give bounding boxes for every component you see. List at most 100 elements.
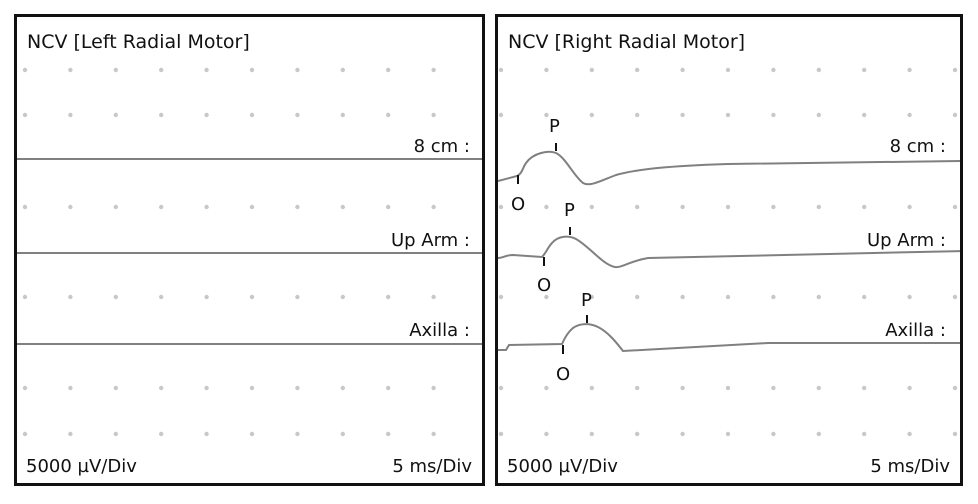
peak-label: P: [549, 116, 560, 137]
grid-dot: [68, 294, 73, 300]
grid-dot: [544, 385, 549, 391]
grid-dot: [159, 67, 164, 73]
grid-dot: [340, 294, 345, 300]
grid-dot: [771, 67, 776, 73]
sweep-label: 5 ms/Div: [870, 456, 950, 477]
trace-label-8cm: 8 cm :: [889, 136, 946, 157]
left-radial-motor-panel: NCV [Left Radial Motor] 8 cm : Up Arm : …: [14, 14, 485, 486]
grid-dot: [159, 112, 164, 118]
grid-dot: [204, 204, 209, 210]
grid-dot: [22, 431, 28, 437]
grid-dot: [159, 385, 164, 391]
grid-dot: [952, 294, 958, 300]
grid-dot: [498, 112, 504, 118]
grid-dot: [771, 385, 776, 391]
trace-label-axilla: Axilla :: [885, 320, 946, 341]
grid-dot: [816, 431, 821, 437]
grid-dot: [22, 67, 28, 73]
grid-dot: [113, 385, 119, 391]
grid-dot: [498, 385, 504, 391]
grid-dot: [431, 385, 436, 391]
trace-up-arm: [498, 235, 960, 269]
grid-dot: [635, 67, 640, 73]
grid-dot: [113, 431, 119, 437]
grid-dot: [862, 204, 867, 210]
grid-dot: [159, 431, 164, 437]
grid-dot: [589, 431, 594, 437]
grid-dot: [204, 431, 209, 437]
grid-dot: [771, 204, 776, 210]
grid-dot: [816, 67, 821, 73]
grid-dot: [725, 204, 731, 210]
grid-dot: [204, 385, 209, 391]
grid-dot: [725, 294, 731, 300]
grid-dot: [907, 294, 912, 300]
grid-dot: [907, 67, 912, 73]
grid-dot: [725, 67, 731, 73]
grid-dot: [249, 385, 255, 391]
grid-dot: [771, 294, 776, 300]
grid-dot: [544, 431, 549, 437]
onset-label: O: [537, 275, 552, 296]
grid-dot: [635, 112, 640, 118]
grid-dot: [340, 204, 345, 210]
grid-dot: [431, 112, 436, 118]
panel-title: NCV [Right Radial Motor]: [508, 31, 746, 53]
grid-dot: [771, 112, 776, 118]
grid-dot: [498, 204, 504, 210]
grid-dot: [386, 67, 391, 73]
trace-8cm: [498, 150, 960, 186]
grid-dot: [952, 204, 958, 210]
grid-dot: [295, 431, 300, 437]
grid-dot: [635, 294, 640, 300]
right-radial-motor-panel: NCV [Right Radial Motor] P O P O P O 8 c…: [495, 14, 963, 486]
grid-dot: [725, 431, 731, 437]
grid-dot: [544, 294, 549, 300]
grid-dot: [725, 385, 731, 391]
grid-dot: [68, 67, 73, 73]
peak-label: P: [581, 290, 592, 311]
grid-dot: [589, 204, 594, 210]
grid-dot: [862, 112, 867, 118]
grid-dot: [635, 431, 640, 437]
trace-label-up-arm: Up Arm :: [866, 230, 946, 251]
grid-dot: [680, 431, 685, 437]
onset-label: O: [556, 364, 571, 385]
grid-dot: [113, 294, 119, 300]
grid-dot: [680, 67, 685, 73]
grid-dot: [249, 431, 255, 437]
grid-dot: [295, 294, 300, 300]
grid-dot: [589, 294, 594, 300]
trace-label-up-arm: Up Arm :: [390, 230, 470, 251]
grid-dot: [295, 67, 300, 73]
grid-dot: [635, 385, 640, 391]
grid-dot: [771, 431, 776, 437]
grid-dot: [498, 294, 504, 300]
grid-dot: [862, 385, 867, 391]
grid-dot: [498, 67, 504, 73]
grid-dot: [204, 294, 209, 300]
grid-dot: [816, 294, 821, 300]
sweep-label: 5 ms/Div: [392, 456, 472, 477]
grid-dot: [431, 204, 436, 210]
grid-dot: [431, 431, 436, 437]
peak-label: P: [564, 200, 575, 221]
grid-dot: [249, 294, 255, 300]
grid-dot: [68, 385, 73, 391]
grid-dot: [725, 112, 731, 118]
grid-dot: [431, 67, 436, 73]
grid-dot: [295, 385, 300, 391]
grid-dot: [816, 204, 821, 210]
trace-label-8cm: 8 cm :: [413, 136, 470, 157]
grid-dot: [204, 112, 209, 118]
grid-dot: [589, 67, 594, 73]
grid-dot: [113, 112, 119, 118]
grid-dot: [952, 112, 958, 118]
grid-dot: [907, 112, 912, 118]
grid-dot: [498, 431, 504, 437]
grid-dot: [635, 204, 640, 210]
grid-dot: [159, 294, 164, 300]
grid-dot: [340, 67, 345, 73]
grid-dot: [295, 204, 300, 210]
trace-axilla: [498, 323, 960, 353]
